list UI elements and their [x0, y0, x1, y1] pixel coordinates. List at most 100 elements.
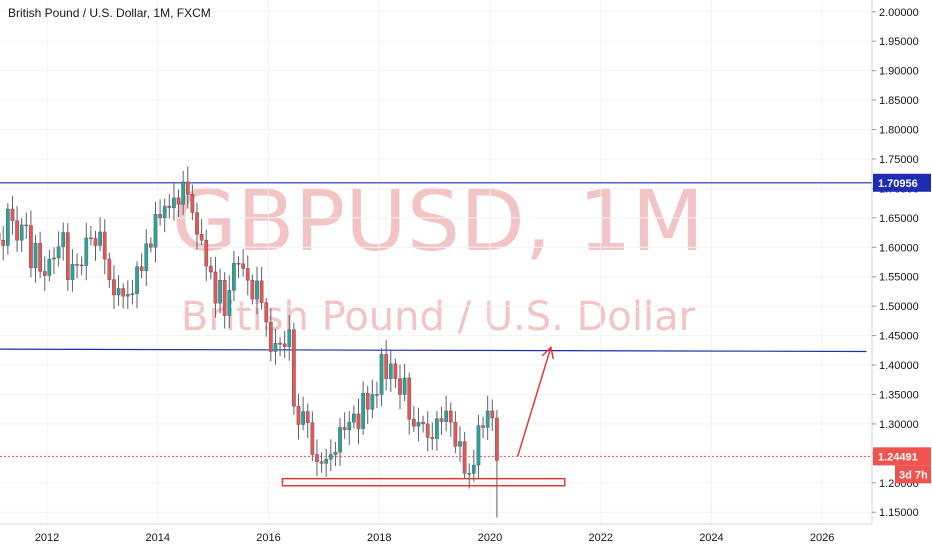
- candle-body: [66, 233, 69, 280]
- price-tick-label: 1.75000: [879, 154, 919, 166]
- candle-body: [283, 344, 286, 347]
- candle-body: [334, 452, 337, 454]
- candle-body: [135, 267, 138, 294]
- candle-body: [20, 225, 23, 240]
- candle-body: [385, 354, 388, 378]
- candle-body: [371, 394, 374, 409]
- candle-body: [435, 419, 438, 439]
- candle-body: [255, 281, 258, 299]
- price-tick-label: 1.95000: [879, 36, 919, 48]
- candle-body: [338, 427, 341, 452]
- candle-body: [278, 343, 281, 344]
- candle-body: [99, 232, 102, 246]
- candle-body: [297, 406, 300, 424]
- candle-body: [265, 303, 268, 322]
- candle-body: [232, 263, 235, 290]
- candle-body: [112, 280, 115, 295]
- price-tick-label: 1.40000: [879, 360, 919, 372]
- candle-body: [320, 462, 323, 464]
- candle-body: [472, 465, 475, 473]
- price-tick-label: 1.60000: [879, 242, 919, 254]
- candle-body: [343, 427, 346, 429]
- candle-body: [11, 209, 14, 221]
- candle-body: [325, 459, 328, 463]
- candle-body: [329, 455, 332, 460]
- time-tick-label: 2012: [35, 532, 59, 544]
- candle-body: [288, 330, 291, 347]
- candle-body: [29, 225, 32, 267]
- candle-body: [214, 272, 217, 303]
- candle-body: [108, 259, 111, 280]
- candle-body: [154, 214, 157, 247]
- time-tick-label: 2026: [810, 532, 834, 544]
- price-tick-label: 1.85000: [879, 95, 919, 107]
- candle-body: [122, 288, 125, 296]
- candle-body: [131, 294, 134, 295]
- candle-body: [431, 437, 434, 438]
- candle-body: [103, 232, 106, 259]
- candle-body: [246, 268, 249, 280]
- candle-body: [417, 422, 420, 426]
- candle-body: [491, 411, 494, 418]
- price-tick-label: 1.50000: [879, 301, 919, 313]
- candle-body: [445, 411, 448, 422]
- candle-body: [205, 240, 208, 266]
- candle-body: [361, 393, 364, 428]
- time-tick-label: 2016: [256, 532, 280, 544]
- price-tick-label: 1.45000: [879, 331, 919, 343]
- candle-body: [177, 198, 180, 204]
- candle-body: [306, 412, 309, 423]
- candle-body: [182, 182, 185, 204]
- candle-body: [191, 194, 194, 212]
- price-tick-label: 1.65000: [879, 213, 919, 225]
- price-tick-label: 1.15000: [879, 507, 919, 519]
- candle-body: [117, 288, 120, 294]
- candle-body: [260, 281, 263, 303]
- chart-title: British Pound / U.S. Dollar, 1M, FXCM: [8, 6, 211, 20]
- candle-body: [380, 354, 383, 394]
- candle-body: [348, 422, 351, 430]
- candle-body: [481, 426, 484, 428]
- price-tick-label: 1.80000: [879, 125, 919, 137]
- candle-body: [57, 247, 60, 258]
- candle-body: [440, 419, 443, 422]
- candle-body: [269, 322, 272, 351]
- candle-body: [75, 264, 78, 265]
- resistance-price-tag: 1.70956: [878, 178, 918, 190]
- candle-body: [403, 378, 406, 394]
- candle-body: [449, 411, 452, 422]
- candle-body: [274, 343, 277, 351]
- candle-body: [25, 225, 28, 226]
- countdown-tag: 3d 7h: [899, 469, 928, 481]
- candle-body: [85, 238, 88, 266]
- time-tick-label: 2022: [588, 532, 612, 544]
- watermark-symbol: GBPUSD, 1M: [172, 172, 704, 270]
- candle-body: [311, 423, 314, 455]
- candle-body: [398, 379, 401, 395]
- candle-body: [421, 422, 424, 424]
- candle-body: [39, 243, 42, 271]
- current-price-tag: 1.24491: [878, 451, 918, 463]
- candle-body: [94, 238, 97, 245]
- candle-body: [352, 414, 355, 422]
- time-tick-label: 2014: [146, 532, 170, 544]
- candle-body: [186, 182, 189, 194]
- candle-body: [158, 214, 161, 218]
- candle-body: [89, 238, 92, 239]
- time-tick-label: 2020: [478, 532, 502, 544]
- candle-body: [292, 330, 295, 407]
- candle-body: [71, 264, 74, 279]
- candle-body: [463, 442, 466, 474]
- candle-body: [52, 258, 55, 259]
- candle-body: [62, 233, 65, 247]
- candle-body: [468, 473, 471, 474]
- price-tick-label: 1.90000: [879, 66, 919, 78]
- candle-body: [458, 442, 461, 447]
- candle-body: [200, 234, 203, 240]
- candle-body: [209, 266, 212, 272]
- candle-body: [80, 265, 83, 266]
- candle-body: [408, 378, 411, 419]
- candle-body: [218, 280, 221, 303]
